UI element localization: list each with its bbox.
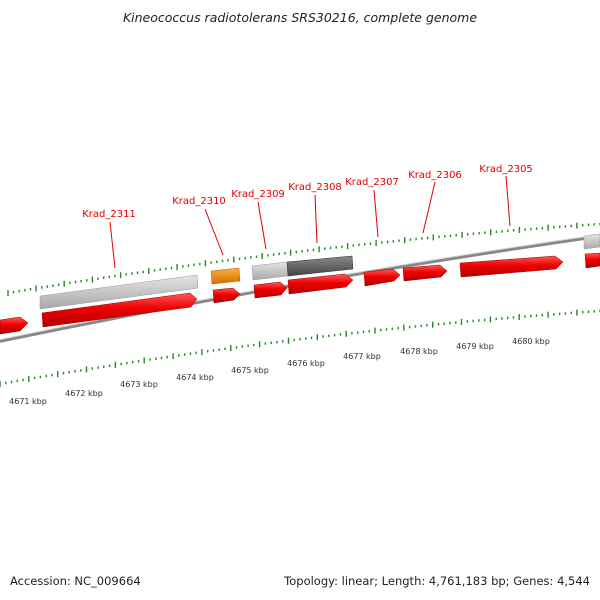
gene-feature-orange[interactable]	[210, 267, 241, 285]
kbp-label: 4674 kbp	[176, 373, 214, 382]
gene-labels: Krad_2311 Krad_2310 Krad_2309 Krad_2308 …	[82, 164, 533, 220]
gene-arrow-krad-2306[interactable]	[402, 264, 448, 282]
kbp-label: 4675 kbp	[231, 366, 269, 375]
genome-title: Kineococcus radiotolerans SRS30216, comp…	[122, 10, 478, 25]
gene-feature-gray[interactable]	[583, 233, 600, 250]
tick-ruler-bottom	[0, 309, 600, 387]
feature-row-lower	[0, 252, 600, 335]
leader-line	[109, 221, 116, 269]
kbp-label: 4677 kbp	[343, 352, 381, 361]
gene-arrow-krad-2309[interactable]	[253, 281, 288, 299]
gene-feature-gray[interactable]	[251, 261, 289, 281]
kbp-label: 4678 kbp	[400, 347, 438, 356]
kbp-label: 4679 kbp	[456, 342, 494, 351]
gene-arrow-krad-2307[interactable]	[363, 268, 401, 287]
kbp-label: 4672 kbp	[65, 389, 103, 398]
kbp-label: 4673 kbp	[120, 380, 158, 389]
kbp-label: 4680 kbp	[512, 337, 550, 346]
gene-feature-dark-gray[interactable]	[286, 255, 354, 277]
kbp-label: 4676 kbp	[287, 359, 325, 368]
gene-label[interactable]: Krad_2306	[408, 170, 462, 181]
genome-summary-text: Topology: linear; Length: 4,761,183 bp; …	[284, 574, 590, 588]
feature-row-upper	[39, 233, 600, 310]
gene-label[interactable]: Krad_2310	[172, 196, 226, 207]
leader-line	[314, 194, 318, 244]
leader-line	[204, 208, 224, 256]
gene-label[interactable]: Krad_2305	[479, 164, 533, 175]
gene-arrow-krad-2304[interactable]	[584, 252, 600, 269]
gene-label[interactable]: Krad_2307	[345, 177, 399, 188]
leader-line	[373, 189, 379, 238]
accession-text: Accession: NC_009664	[10, 574, 141, 588]
gene-arrow-krad-2312[interactable]	[0, 316, 29, 335]
gene-arrow-krad-2311[interactable]	[41, 292, 198, 328]
gene-leader-lines	[109, 175, 511, 269]
gene-arrow-krad-2310[interactable]	[212, 287, 241, 304]
gene-feature-gray[interactable]	[39, 274, 199, 310]
leader-line	[505, 175, 511, 227]
leader-line	[422, 181, 436, 234]
gene-label[interactable]: Krad_2309	[231, 189, 285, 200]
gene-arrow-krad-2308[interactable]	[287, 273, 354, 295]
gene-label[interactable]: Krad_2311	[82, 209, 136, 220]
kbp-labels: 4671 kbp 4672 kbp 4673 kbp 4674 kbp 4675…	[9, 337, 550, 406]
gene-arrow-krad-2305[interactable]	[459, 255, 564, 278]
leader-line	[257, 201, 267, 250]
tick-ruler-top	[7, 222, 600, 296]
gene-label[interactable]: Krad_2308	[288, 182, 342, 193]
kbp-label: 4671 kbp	[9, 397, 47, 406]
